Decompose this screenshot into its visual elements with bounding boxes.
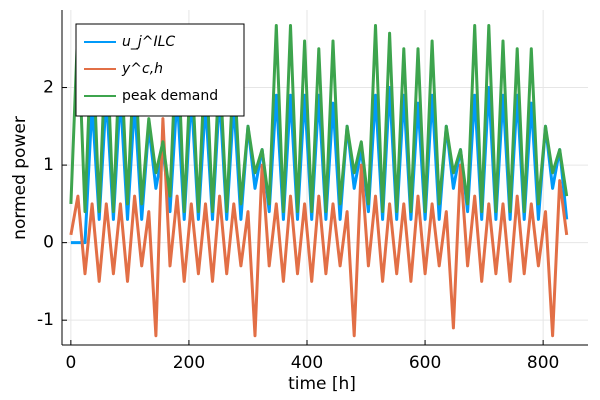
x-tick-label: 600 [409,353,441,373]
x-tick-label: 200 [173,353,205,373]
x-tick-label: 800 [527,353,559,373]
legend-label: u_j^ILC [122,34,175,50]
x-tick-label: 400 [291,353,323,373]
y-axis-label: normed power [10,116,30,240]
data-line [69,117,569,338]
y-tick-label: -1 [37,310,54,330]
x-tick-label: 0 [65,353,76,373]
y-tick-label: 2 [43,78,54,98]
y-tick-label: 1 [43,155,54,175]
x-axis-label: time [h] [288,374,356,394]
y-tick-label: 0 [43,233,54,253]
legend-label: peak demand [122,88,218,104]
legend-label: y^c,h [121,61,163,77]
data-line [69,24,569,214]
